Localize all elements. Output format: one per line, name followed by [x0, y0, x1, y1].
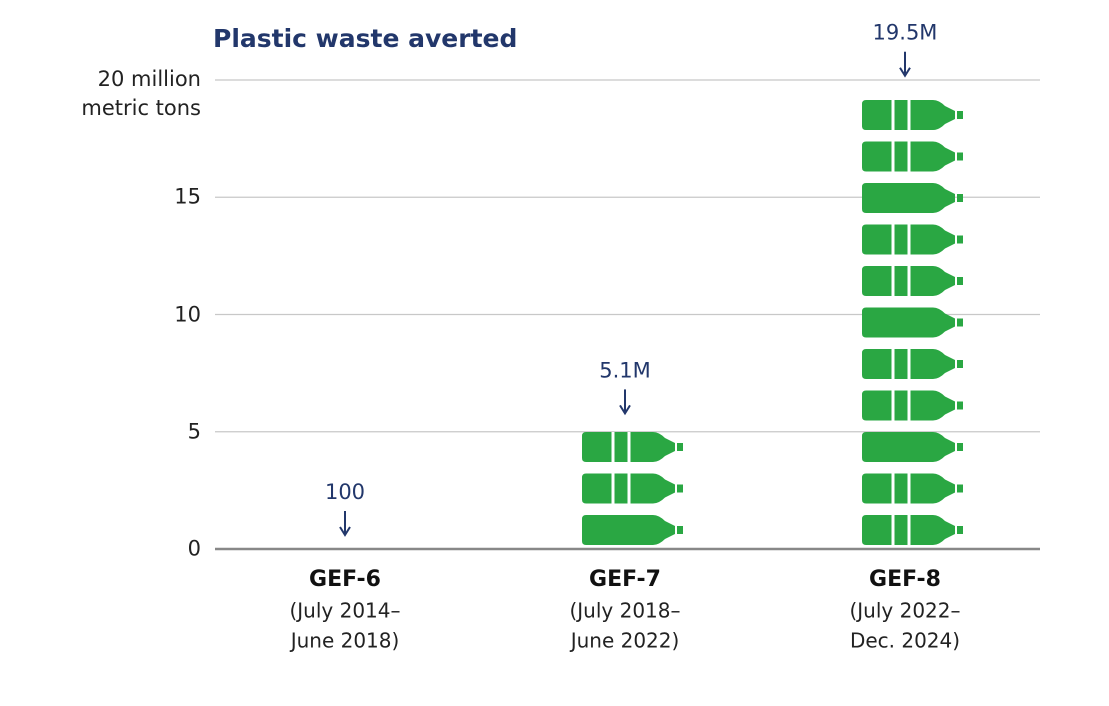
value-label: 19.5M — [873, 21, 938, 45]
y-tick-label: 20 million metric tons — [81, 67, 201, 120]
y-tick-label: 5 — [187, 419, 201, 444]
x-tick-sublabel: June 2018) — [289, 629, 400, 653]
bottle-cap — [957, 360, 963, 368]
bottle-cap — [957, 318, 963, 327]
x-tick-sublabel: (July 2018– — [569, 599, 680, 623]
x-tick-sublabel: June 2022) — [569, 629, 680, 653]
arrow-head — [339, 526, 351, 537]
bottle-cap — [957, 401, 963, 410]
bottle-cap — [957, 484, 963, 493]
bottle — [862, 183, 955, 213]
value-label: 100 — [325, 480, 365, 504]
pictogram-bar — [582, 432, 683, 545]
chart-title: Plastic waste averted — [213, 24, 517, 53]
x-tick-label: GEF-8 — [869, 567, 941, 592]
bottle-cap — [957, 152, 963, 161]
bottle-cap — [957, 443, 963, 451]
x-tick-sublabel: (July 2022– — [849, 599, 960, 623]
y-tick-label: 15 — [174, 184, 201, 209]
bottle-cap — [677, 443, 683, 451]
bottle-cap — [677, 484, 683, 493]
bottle-cap — [957, 277, 963, 285]
bottle-cap — [957, 235, 963, 244]
arrow-head — [899, 67, 911, 78]
bottle — [862, 432, 955, 462]
x-tick-label: GEF-7 — [589, 567, 661, 592]
bottle-cap — [957, 111, 963, 119]
bottle-cap — [957, 526, 963, 534]
y-tick-label: 10 — [174, 302, 201, 326]
x-tick-label: GEF-6 — [309, 567, 381, 592]
bottle-cap — [677, 526, 683, 534]
x-tick-sublabel: (July 2014– — [289, 599, 400, 623]
bottle-cap — [957, 194, 963, 202]
bottle — [582, 515, 675, 545]
pictogram-bar — [862, 100, 963, 545]
arrow-head — [619, 404, 631, 416]
y-tick-label: 0 — [187, 536, 201, 561]
x-tick-sublabel: Dec. 2024) — [850, 629, 960, 653]
value-label: 5.1M — [599, 358, 651, 382]
bottle — [862, 307, 955, 338]
